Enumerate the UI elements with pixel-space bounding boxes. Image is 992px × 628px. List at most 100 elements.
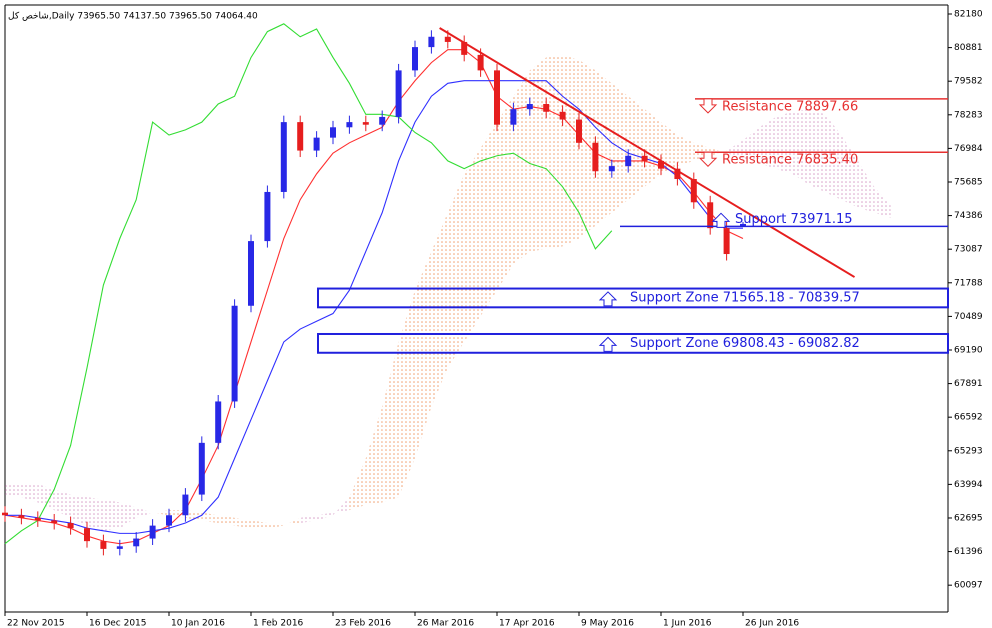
candle-body <box>576 119 582 143</box>
cloud-segment <box>759 116 776 169</box>
level-label: Support 73971.15 <box>735 212 853 227</box>
cloud-segment <box>283 517 301 526</box>
x-tick-label: 22 Nov 2015 <box>7 619 65 628</box>
candle-body <box>133 538 140 547</box>
candle-body <box>362 122 369 125</box>
cloud-segment <box>644 109 661 187</box>
cloud-segment <box>874 186 891 218</box>
y-tick-label: 74386 <box>954 211 983 221</box>
cloud-segment <box>661 122 678 174</box>
cloud-segment <box>349 458 366 511</box>
indicator-line <box>5 80 743 534</box>
cloud-segment <box>234 517 251 529</box>
candle-body <box>198 442 205 495</box>
level-label: Resistance 76835.40 <box>722 153 858 168</box>
y-tick-label: 76984 <box>954 144 983 154</box>
candle-body <box>231 305 238 402</box>
candle-body <box>395 70 402 117</box>
cloud-segment <box>497 96 514 291</box>
arrow-icon <box>698 98 718 114</box>
cloud-segment <box>447 173 465 368</box>
cloud-segment <box>136 507 153 518</box>
cloud-segment <box>726 140 743 159</box>
y-tick-label: 78283 <box>954 110 983 120</box>
cloud-segment <box>5 484 22 498</box>
level-label: Resistance 78897.66 <box>722 99 858 114</box>
candle-body <box>444 36 451 42</box>
candle-body <box>149 525 156 539</box>
cloud-segment <box>382 341 399 503</box>
y-tick-label: 62695 <box>954 513 983 523</box>
support-zone <box>317 332 949 354</box>
candle-body <box>248 241 254 306</box>
y-tick-label: 79582 <box>954 77 983 87</box>
candle-body <box>18 515 25 518</box>
indicator-line <box>4 49 744 545</box>
candle-body <box>116 546 123 549</box>
candle-body <box>280 122 287 192</box>
candle-body <box>51 520 58 524</box>
y-tick-label: 69190 <box>954 345 983 355</box>
arrow-icon <box>711 212 731 228</box>
candle-body <box>67 523 74 529</box>
candle-body <box>625 155 632 167</box>
cloud-segment <box>743 127 760 164</box>
y-tick-label: 60097 <box>954 581 983 591</box>
cloud-segment <box>398 290 415 498</box>
cloud-segment <box>54 489 71 518</box>
candle-body <box>592 142 599 172</box>
cloud-segment <box>218 515 235 526</box>
candle-body <box>641 155 648 161</box>
candle-body <box>34 517 41 521</box>
candle-body <box>215 401 222 443</box>
cloud-segment <box>529 57 547 252</box>
cloud-segment <box>201 512 219 524</box>
cloud-segment <box>431 212 448 407</box>
cloud-segment <box>677 135 694 167</box>
candle-body <box>461 41 468 55</box>
candle-body <box>100 541 107 549</box>
y-tick-label: 66592 <box>954 413 983 423</box>
x-tick-label: 10 Jan 2016 <box>171 619 225 628</box>
cloud-segment <box>808 109 825 192</box>
y-tick-label: 75685 <box>954 177 983 187</box>
x-tick-label: 26 Jun 2016 <box>745 619 799 628</box>
candle-body <box>346 122 353 128</box>
x-tick-label: 9 May 2016 <box>581 619 634 628</box>
cloud-segment <box>185 510 202 521</box>
x-tick-label: 1 Feb 2016 <box>253 619 304 628</box>
candle-body <box>526 104 533 110</box>
cloud-segment <box>251 520 268 529</box>
y-tick-label: 61396 <box>954 547 983 557</box>
cloud-segment <box>21 484 38 503</box>
candle-body <box>543 104 550 112</box>
cloud-segment <box>152 510 169 516</box>
candle-body <box>510 109 517 125</box>
cloud-segment <box>513 70 530 265</box>
x-tick-label: 26 Mar 2016 <box>417 619 474 628</box>
cloud-segment <box>792 109 809 185</box>
cloud-segment <box>546 54 563 249</box>
candle-body <box>84 528 90 542</box>
candle-body <box>412 47 418 71</box>
candle-body <box>379 116 386 125</box>
cloud-segment <box>857 160 875 213</box>
indicator-line <box>4 23 613 545</box>
candle-body <box>674 168 681 180</box>
y-tick-label: 82180 <box>954 10 983 20</box>
cloud-segment <box>316 512 333 521</box>
cloud-segment <box>365 406 383 505</box>
cloud-segment <box>775 111 793 174</box>
trend-line <box>439 27 856 278</box>
y-tick-label: 80881 <box>954 43 983 53</box>
candle-body <box>740 223 746 227</box>
candle-body <box>330 127 336 138</box>
cloud-segment <box>70 494 87 526</box>
candle-body <box>690 179 697 203</box>
cloud-segment <box>579 60 596 239</box>
x-tick-label: 1 Jun 2016 <box>663 619 712 628</box>
arrow-icon <box>598 291 618 307</box>
cloud-segment <box>415 251 432 459</box>
cloud-segment <box>841 135 858 208</box>
